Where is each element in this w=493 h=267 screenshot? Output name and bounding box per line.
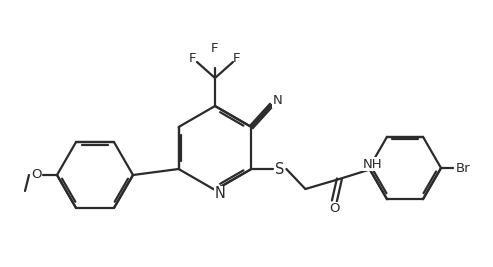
Text: NH: NH [362,158,382,171]
Text: N: N [214,187,225,202]
Text: O: O [31,168,41,182]
Text: O: O [329,202,340,215]
Text: F: F [189,53,197,65]
Text: Br: Br [456,162,470,175]
Text: N: N [273,95,282,108]
Text: F: F [211,42,219,56]
Text: F: F [233,53,241,65]
Text: S: S [275,162,284,176]
